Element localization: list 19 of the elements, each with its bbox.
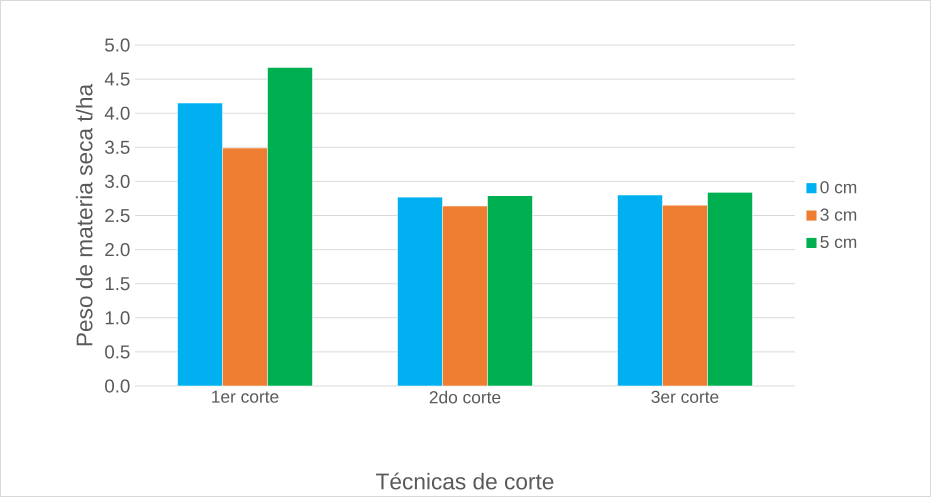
y-tick-label: 4.5 — [104, 72, 130, 86]
x-axis-title: Técnicas de corte — [376, 472, 554, 490]
legend-label: 5 cm — [820, 236, 856, 248]
y-tick-label: 3.0 — [105, 174, 130, 188]
y-tick-label: 2.0 — [105, 242, 130, 256]
x-tick-label: 1er corte — [212, 390, 278, 403]
y-tick-label: 0.5 — [105, 345, 130, 359]
x-tick-label: 3er corte — [651, 390, 718, 403]
y-tick-label: 4.0 — [104, 106, 130, 120]
y-tick-label: 2.5 — [105, 208, 130, 222]
legend-label: 0 cm — [820, 181, 856, 194]
x-tick-label: 2do corte — [430, 390, 500, 404]
y-tick-label: 3.5 — [105, 140, 130, 154]
legend-label: 3 cm — [820, 208, 856, 221]
y-tick-label: 1.5 — [106, 277, 130, 290]
y-tick-label: 0.0 — [105, 379, 130, 393]
y-tick-label: 1.0 — [106, 311, 130, 324]
y-axis-title: Peso de materia seca t/ha — [76, 84, 93, 346]
y-tick-label: 5.0 — [105, 38, 130, 52]
